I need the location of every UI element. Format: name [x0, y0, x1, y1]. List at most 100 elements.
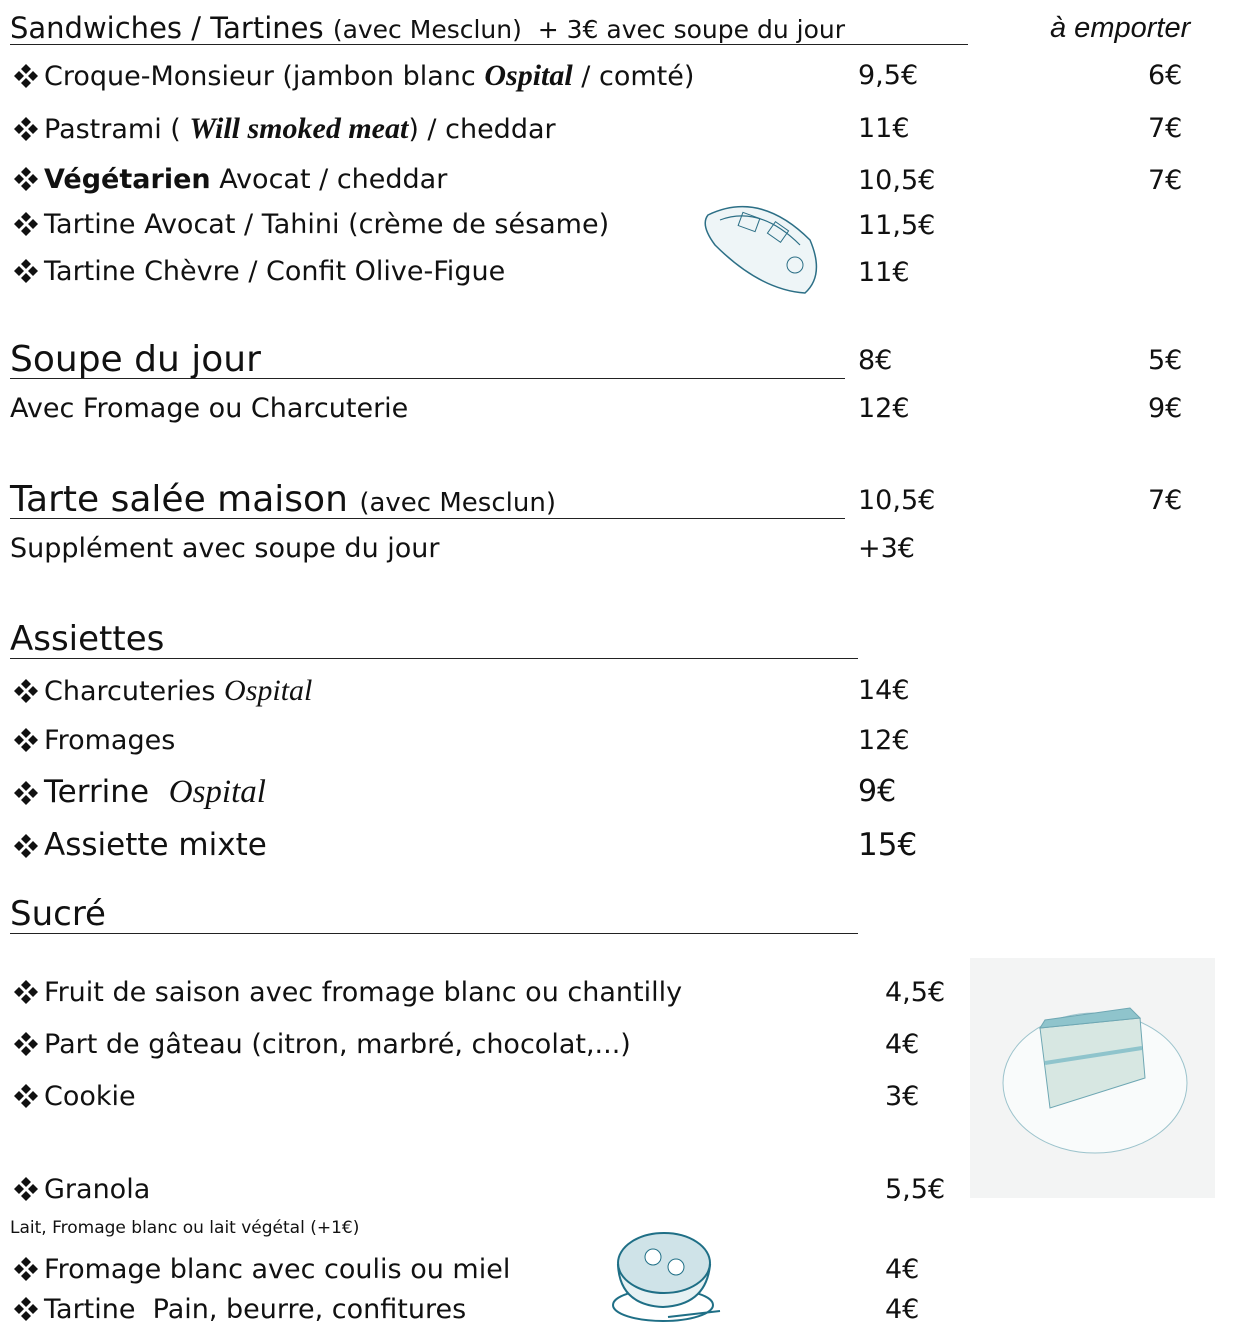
menu-page: {"header":{"title":"Sandwiches / Tartine… — [0, 0, 1237, 1327]
item-name: Fromage blanc avec coulis ou miel — [44, 1254, 510, 1285]
item-note: Lait, Fromage blanc ou lait végétal (+1€… — [10, 1220, 359, 1237]
price: 4€ — [885, 1031, 919, 1058]
bullet — [10, 780, 44, 804]
price: 8€ — [858, 347, 892, 374]
item-name: Croque-Monsieur (jambon blanc — [44, 61, 484, 92]
bullet — [10, 1257, 44, 1281]
price: 11€ — [858, 115, 910, 142]
item-name: Pastrami ( — [44, 114, 189, 145]
price: 11,5€ — [858, 212, 935, 239]
price: 10,5€ — [858, 487, 935, 514]
bullet-icon — [10, 1257, 44, 1281]
item-name: Fromages — [44, 725, 175, 756]
cake-illustration — [970, 958, 1215, 1198]
underline — [10, 518, 845, 519]
bullet-icon — [10, 117, 44, 141]
item-name: / comté) — [573, 61, 695, 92]
price: 12€ — [858, 727, 910, 754]
menu-item: Granola — [10, 1176, 150, 1203]
item-name: Végétarien — [44, 164, 211, 195]
takeaway-price: 7€ — [1148, 115, 1182, 142]
bullet — [10, 728, 44, 752]
section-title: Sandwiches / Tartines — [10, 11, 324, 45]
underline — [10, 933, 858, 934]
price: 14€ — [858, 677, 910, 704]
menu-item: Pastrami ( Will smoked meat) / cheddar — [10, 114, 556, 144]
bullet — [10, 64, 44, 88]
menu-item: Tartine Avocat / Tahini (crème de sésame… — [10, 211, 609, 238]
price: 12€ — [858, 395, 910, 422]
item-name: Tartine Pain, beurre, confitures — [44, 1294, 466, 1325]
bullet-icon — [10, 64, 44, 88]
price: 3€ — [885, 1083, 919, 1110]
price: 9,5€ — [858, 62, 918, 89]
bullet-icon — [10, 834, 44, 858]
takeaway-price: 7€ — [1148, 167, 1182, 194]
bullet — [10, 1084, 44, 1108]
menu-item: Tartine Chèvre / Confit Olive-Figue — [10, 258, 505, 285]
takeaway-price: 5€ — [1148, 347, 1182, 374]
menu-item: Cookie — [10, 1083, 136, 1110]
menu-item: Tartine Pain, beurre, confitures — [10, 1296, 466, 1323]
bullet-icon — [10, 679, 44, 703]
item-name: Supplément avec soupe du jour — [10, 535, 440, 562]
section-title: Soupe du jour — [10, 342, 261, 378]
takeaway-header: à emporter — [1050, 14, 1190, 43]
bullet-icon — [10, 980, 44, 1004]
brand: Ospital — [484, 59, 572, 92]
takeaway-price: 9€ — [1148, 395, 1182, 422]
menu-item: Croque-Monsieur (jambon blanc Ospital / … — [10, 61, 694, 91]
price: 4€ — [885, 1256, 919, 1283]
item-name: Terrine — [44, 774, 169, 810]
bullet — [10, 1297, 44, 1321]
header: Sandwiches / Tartines (avec Mesclun) + 3… — [10, 14, 845, 43]
section-title: Tarte salée maison (avec Mesclun) — [10, 482, 556, 518]
sandwich-illustration — [700, 195, 825, 300]
menu-item: Part de gâteau (citron, marbré, chocolat… — [10, 1031, 631, 1058]
bullet-icon — [10, 259, 44, 283]
underline — [10, 44, 968, 45]
underline — [10, 658, 858, 659]
bullet-icon — [10, 1084, 44, 1108]
item-name: Granola — [44, 1174, 150, 1205]
takeaway-price: 6€ — [1148, 62, 1182, 89]
bullet — [10, 1177, 44, 1201]
section-subtitle: (avec Mesclun) — [359, 488, 556, 518]
price: 10,5€ — [858, 167, 935, 194]
bullet — [10, 679, 44, 703]
price: 15€ — [858, 830, 917, 861]
menu-item: Terrine Ospital — [10, 776, 266, 809]
bowl-illustration — [608, 1225, 723, 1327]
bullet — [10, 167, 44, 191]
bullet-icon — [10, 728, 44, 752]
menu-item: Fromages — [10, 727, 175, 754]
bullet-icon — [10, 781, 44, 805]
item-name: ) / cheddar — [408, 114, 555, 145]
item-name: Fruit de saison avec fromage blanc ou ch… — [44, 977, 682, 1008]
brand: Ospital — [224, 674, 312, 707]
bullet — [10, 980, 44, 1004]
bullet-icon — [10, 212, 44, 236]
menu-item: Végétarien Avocat / cheddar — [10, 166, 447, 193]
menu-item: Fromage blanc avec coulis ou miel — [10, 1256, 510, 1283]
item-name: Tartine Chèvre / Confit Olive-Figue — [44, 256, 505, 287]
brand: Will smoked meat — [189, 112, 408, 145]
price: 11€ — [858, 259, 910, 286]
bullet — [10, 833, 44, 857]
bullet-icon — [10, 1297, 44, 1321]
item-name: Cookie — [44, 1081, 136, 1112]
price: 4,5€ — [885, 979, 945, 1006]
underline — [10, 378, 845, 379]
price: 4€ — [885, 1296, 919, 1323]
item-name: Part de gâteau (citron, marbré, chocolat… — [44, 1029, 631, 1060]
bullet-icon — [10, 1032, 44, 1056]
section-title: Assiettes — [10, 622, 164, 656]
bullet-icon — [10, 167, 44, 191]
item-name: Avec Fromage ou Charcuterie — [10, 395, 408, 422]
bullet — [10, 117, 44, 141]
menu-item: Charcuteries Ospital — [10, 676, 312, 706]
takeaway-price: 7€ — [1148, 487, 1182, 514]
price: +3€ — [858, 535, 915, 562]
item-name: Tartine Avocat / Tahini (crème de sésame… — [44, 209, 609, 240]
brand: Ospital — [169, 774, 266, 810]
